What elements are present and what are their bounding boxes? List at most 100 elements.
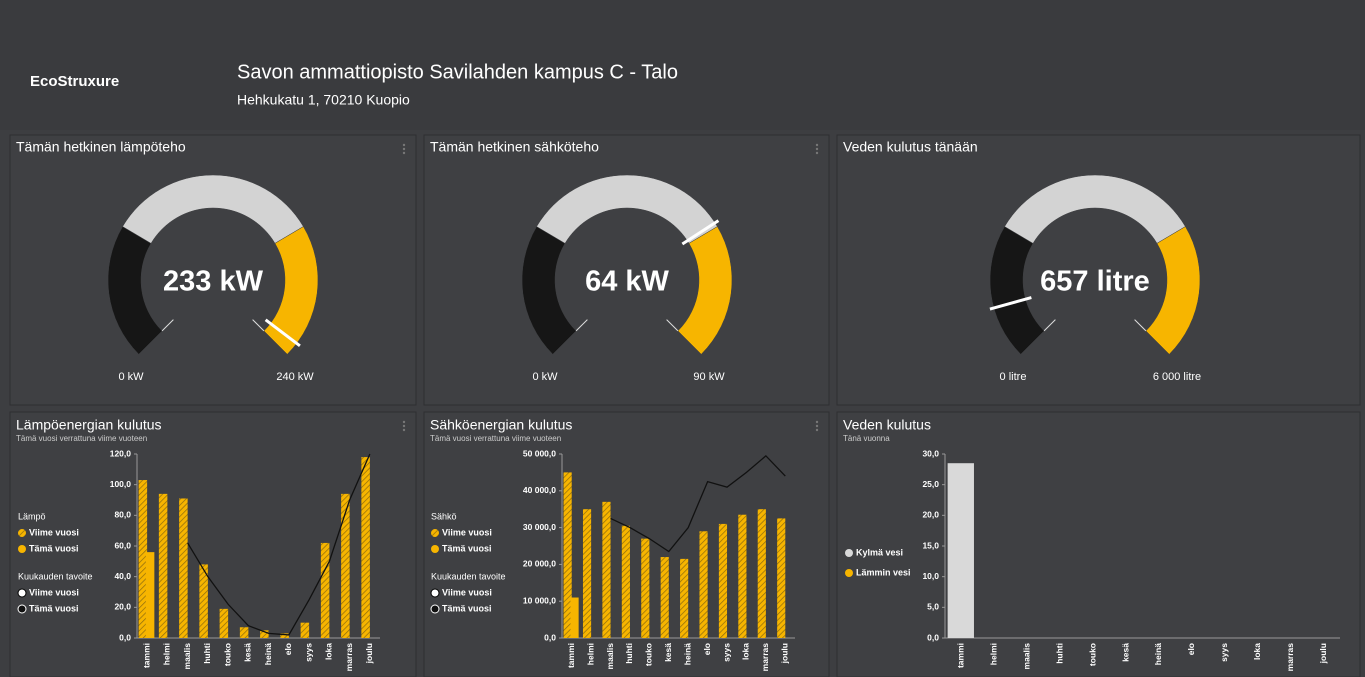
- menu-dot: [815, 424, 819, 428]
- target-line: [610, 454, 786, 553]
- bar: [602, 501, 611, 638]
- y-tick-label: 10,0: [922, 571, 939, 581]
- chart-subtitle: Tänä vuonna: [843, 434, 890, 443]
- gauge-end-tick: [666, 319, 679, 332]
- x-tick-label: tammi: [141, 643, 151, 668]
- card: [836, 411, 1361, 677]
- chart-title: Veden kulutus: [843, 417, 931, 433]
- gauge-needle: [989, 296, 1032, 311]
- bar: [947, 463, 974, 638]
- x-tick-label: elo: [702, 643, 712, 655]
- gauge-max-label: 6 000 litre: [1153, 371, 1201, 383]
- y-tick-label: 10 000,0: [523, 595, 556, 605]
- menu-dot: [815, 428, 819, 432]
- legend-swatch: [17, 588, 27, 598]
- x-tick-label: huhti: [1054, 643, 1064, 664]
- x-tick-label: tammi: [566, 643, 576, 668]
- gauge-value: 657 litre: [1040, 266, 1150, 298]
- gauge-needle: [264, 318, 301, 347]
- x-tick-label: elo: [1186, 643, 1196, 655]
- legend-label: Viime vuosi: [442, 527, 492, 537]
- menu-dot: [815, 420, 819, 424]
- gauge-min-label: 0 kW: [118, 371, 144, 383]
- menu-dot: [815, 147, 819, 151]
- bar: [777, 518, 786, 638]
- x-tick-label: maalis: [182, 643, 192, 670]
- gauge-end-tick: [1043, 319, 1056, 332]
- chart-subtitle: Tämä vuosi verrattuna viime vuoteen: [16, 434, 147, 443]
- legend-swatch: [431, 529, 439, 537]
- y-tick-label: 50 000,0: [523, 448, 556, 458]
- bar: [680, 558, 689, 638]
- legend-label: Viime vuosi: [29, 527, 79, 537]
- gauge-value: 64 kW: [585, 266, 669, 298]
- legend-label: Kylmä vesi: [856, 547, 903, 557]
- legend-title: Sähkö: [431, 511, 457, 521]
- x-tick-label: loka: [741, 643, 751, 660]
- bar: [320, 542, 330, 638]
- y-tick-label: 0,0: [927, 632, 939, 642]
- y-tick-label: 20 000,0: [523, 559, 556, 569]
- legend-label: Viime vuosi: [442, 587, 492, 597]
- x-tick-label: huhti: [624, 643, 634, 664]
- gauge-title: Veden kulutus tänään: [843, 139, 978, 155]
- bar: [738, 514, 747, 638]
- gauge-end-tick: [252, 319, 265, 332]
- x-tick-label: marras: [344, 643, 354, 672]
- bar: [219, 608, 229, 638]
- gauge-band: [263, 226, 319, 355]
- chart-title: Sähköenergian kulutus: [430, 417, 572, 433]
- y-tick-label: 20,0: [922, 510, 939, 520]
- legend-swatch: [18, 529, 26, 537]
- y-tick-label: 100,0: [110, 479, 132, 489]
- x-tick-label: touko: [222, 643, 232, 666]
- y-tick-label: 0,0: [119, 632, 131, 642]
- x-tick-label: syys: [303, 643, 313, 662]
- x-tick-label: helmi: [162, 643, 172, 665]
- legend-swatch: [845, 569, 853, 577]
- y-tick-label: 15,0: [922, 540, 939, 550]
- y-tick-label: 60,0: [114, 540, 131, 550]
- header-bar: [0, 0, 1365, 130]
- x-tick-label: heinä: [682, 643, 692, 665]
- y-tick-label: 120,0: [110, 448, 132, 458]
- y-tick-label: 30,0: [922, 448, 939, 458]
- menu-dot: [402, 143, 406, 147]
- bar: [582, 509, 592, 638]
- legend-swatch: [845, 549, 853, 557]
- bar: [718, 523, 728, 638]
- y-tick-label: 5,0: [927, 602, 939, 612]
- bar: [341, 493, 350, 638]
- y-tick-label: 20,0: [114, 602, 131, 612]
- x-tick-label: maalis: [605, 643, 615, 670]
- legend-swatch: [431, 545, 439, 553]
- x-tick-label: heinä: [1153, 643, 1163, 665]
- legend-swatch: [430, 588, 440, 598]
- x-tick-label: joulu: [780, 643, 790, 664]
- menu-dot: [402, 420, 406, 424]
- x-tick-label: touko: [644, 643, 654, 666]
- y-tick-label: 30 000,0: [523, 522, 556, 532]
- x-tick-label: loka: [324, 643, 334, 660]
- chart-title: Lämpöenergian kulutus: [16, 417, 162, 433]
- menu-dot: [402, 428, 406, 432]
- menu-dot: [402, 424, 406, 428]
- legend-label: Tämä vuosi: [29, 603, 79, 613]
- gauge-band: [677, 226, 733, 355]
- gauge-end-tick: [161, 319, 174, 332]
- bar: [199, 564, 208, 638]
- logo: EcoStruxure: [30, 73, 119, 90]
- x-tick-label: touko: [1087, 643, 1097, 666]
- legend-swatch: [17, 604, 27, 614]
- chart-subtitle: Tämä vuosi verrattuna viime vuoteen: [430, 434, 561, 443]
- gauge-title: Tämän hetkinen sähköteho: [430, 139, 599, 155]
- gauge-min-label: 0 litre: [1000, 371, 1027, 383]
- bar: [239, 627, 249, 638]
- bar: [179, 498, 188, 638]
- bar: [621, 525, 630, 638]
- gauge-max-label: 240 kW: [276, 371, 314, 383]
- legend-swatch: [430, 604, 440, 614]
- bar: [158, 493, 168, 638]
- legend-title: Lämpö: [18, 511, 46, 521]
- bar: [138, 480, 148, 638]
